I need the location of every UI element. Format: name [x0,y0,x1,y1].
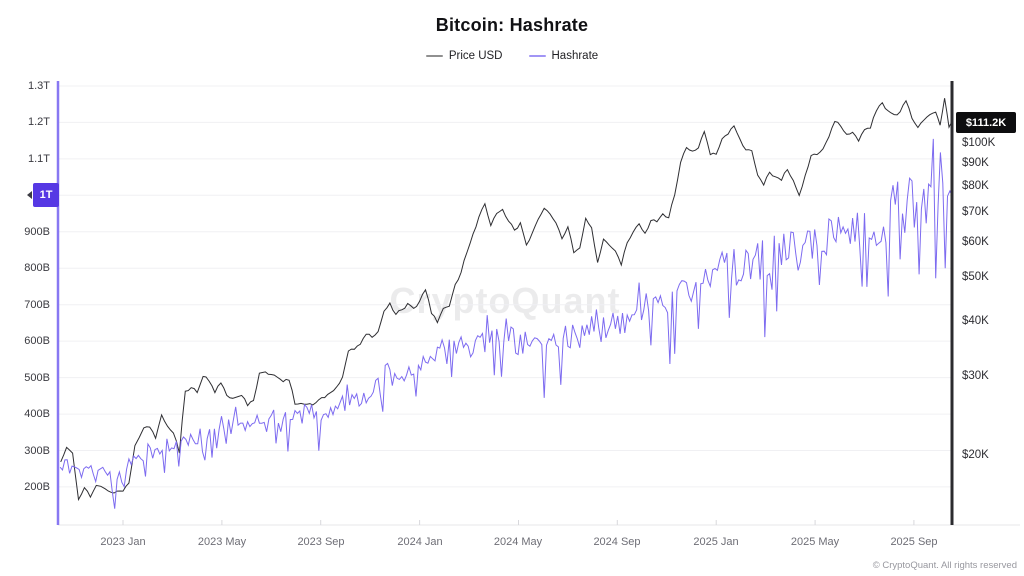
right-axis-tick-label: $20K [962,449,989,461]
x-axis-tick-label: 2023 Jan [100,536,146,548]
chart-title: Bitcoin: Hashrate [435,15,589,35]
price-last-value-badge: $111.2K [956,112,1016,133]
left-axis-tick-label: 400B [24,408,50,420]
hashrate-series-line[interactable] [59,138,952,509]
right-axis-tick-label: $90K [962,157,989,169]
x-axis-tick-label: 2023 May [197,536,247,548]
left-axis-tick-label: 800B [24,262,50,274]
legend: Price USD Hashrate [0,50,1024,62]
price-series-line[interactable] [60,98,952,502]
left-axis-tick-label: 200B [24,481,50,493]
left-axis-tick-label: 500B [24,372,50,384]
x-axis-tick-label: 2024 Sep [593,536,641,548]
price-series-swatch-icon [425,55,443,57]
right-axis-tick-label: $80K [962,180,989,192]
x-axis-tick-label: 2025 Jan [693,536,739,548]
right-axis-tick-label: $30K [962,370,989,382]
left-axis-tick-label: 1.3T [27,80,50,92]
right-axis-tick-label: $100K [962,137,996,149]
x-axis-tick-label: 2025 May [790,536,840,548]
x-axis-tick-label: 2025 Sep [890,536,938,548]
left-axis-tick-label: 1.2T [27,116,50,128]
right-axis-tick-label: $70K [962,206,989,218]
copyright-notice: © CryptoQuant. All rights reserved [872,560,1017,571]
x-axis-tick-label: 2023 Sep [297,536,345,548]
legend-item-hashrate[interactable]: Hashrate [528,50,599,62]
right-axis-tick-label: $60K [962,236,989,248]
x-axis-tick-label: 2024 Jan [397,536,443,548]
left-axis-tick-label: 300B [24,445,50,457]
hashrate-series-swatch-icon [528,55,546,57]
right-axis-tick-label: $40K [962,315,989,327]
left-axis-tick-label: 600B [24,335,50,347]
hashrate-last-value-badge: 1T [33,183,59,207]
legend-item-price-usd[interactable]: Price USD [425,50,503,62]
x-axis-tick-label: 2024 May [493,536,543,548]
cryptoquant-watermark: CryptoQuant [389,280,621,321]
right-axis-tick-label: $50K [962,271,989,283]
left-axis-tick-label: 1.1T [27,153,50,165]
left-axis-tick-label: 900B [24,226,50,238]
left-axis-tick-label: 700B [24,299,50,311]
legend-label-price-usd: Price USD [448,50,503,62]
legend-label-hashrate: Hashrate [551,50,599,62]
